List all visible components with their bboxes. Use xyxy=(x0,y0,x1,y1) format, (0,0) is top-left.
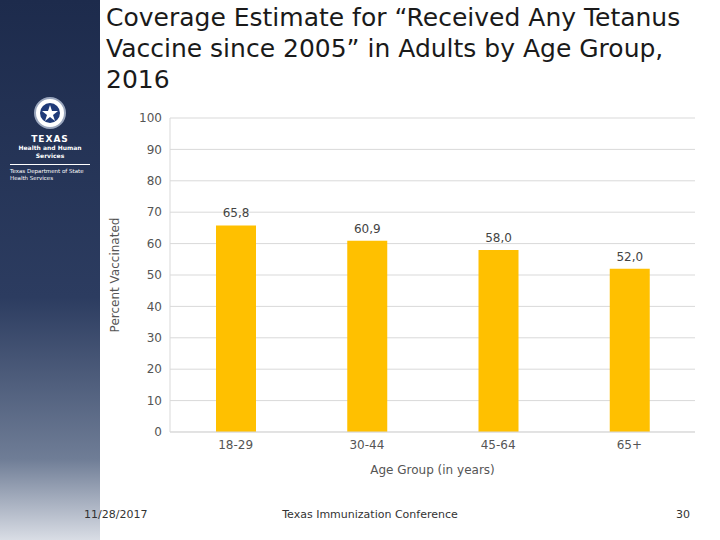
svg-text:20: 20 xyxy=(147,362,162,376)
svg-text:58,0: 58,0 xyxy=(485,231,512,245)
svg-text:60: 60 xyxy=(147,237,162,251)
html-text:TEXAS: TEXAS xyxy=(31,134,69,144)
svg-text:50: 50 xyxy=(147,268,162,282)
svg-text:18-29: 18-29 xyxy=(218,438,253,452)
svg-text:30-44: 30-44 xyxy=(349,438,384,452)
html-text:Coverage Estimate for “Receive: Coverage Estimate for “Received Any Teta… xyxy=(106,3,681,94)
svg-text:10: 10 xyxy=(147,394,162,408)
svg-text:65+: 65+ xyxy=(617,438,642,452)
svg-text:60,9: 60,9 xyxy=(354,222,381,236)
svg-text:0: 0 xyxy=(154,425,162,439)
html-text:11/28/2017: 11/28/2017 xyxy=(84,508,148,521)
svg-text:65,8: 65,8 xyxy=(223,206,250,220)
svg-text:80: 80 xyxy=(147,174,162,188)
html-text:Texas Immunization Conference: Texas Immunization Conference xyxy=(282,508,458,521)
svg-text:30: 30 xyxy=(147,331,162,345)
svg-text:52,0: 52,0 xyxy=(616,250,643,264)
svg-text:Percent Vaccinated: Percent Vaccinated xyxy=(108,218,122,333)
svg-text:40: 40 xyxy=(147,300,162,314)
svg-text:100: 100 xyxy=(139,111,162,125)
html-text:30: 30 xyxy=(676,508,690,521)
svg-text:70: 70 xyxy=(147,205,162,219)
svg-text:Age Group (in years): Age Group (in years) xyxy=(370,463,495,477)
html-text:Health and Human Services: Health and Human Services xyxy=(18,144,82,159)
svg-text:90: 90 xyxy=(147,143,162,157)
html-text:Texas Department of State Heal: Texas Department of State Health Service… xyxy=(10,168,84,181)
svg-text:45-64: 45-64 xyxy=(481,438,516,452)
